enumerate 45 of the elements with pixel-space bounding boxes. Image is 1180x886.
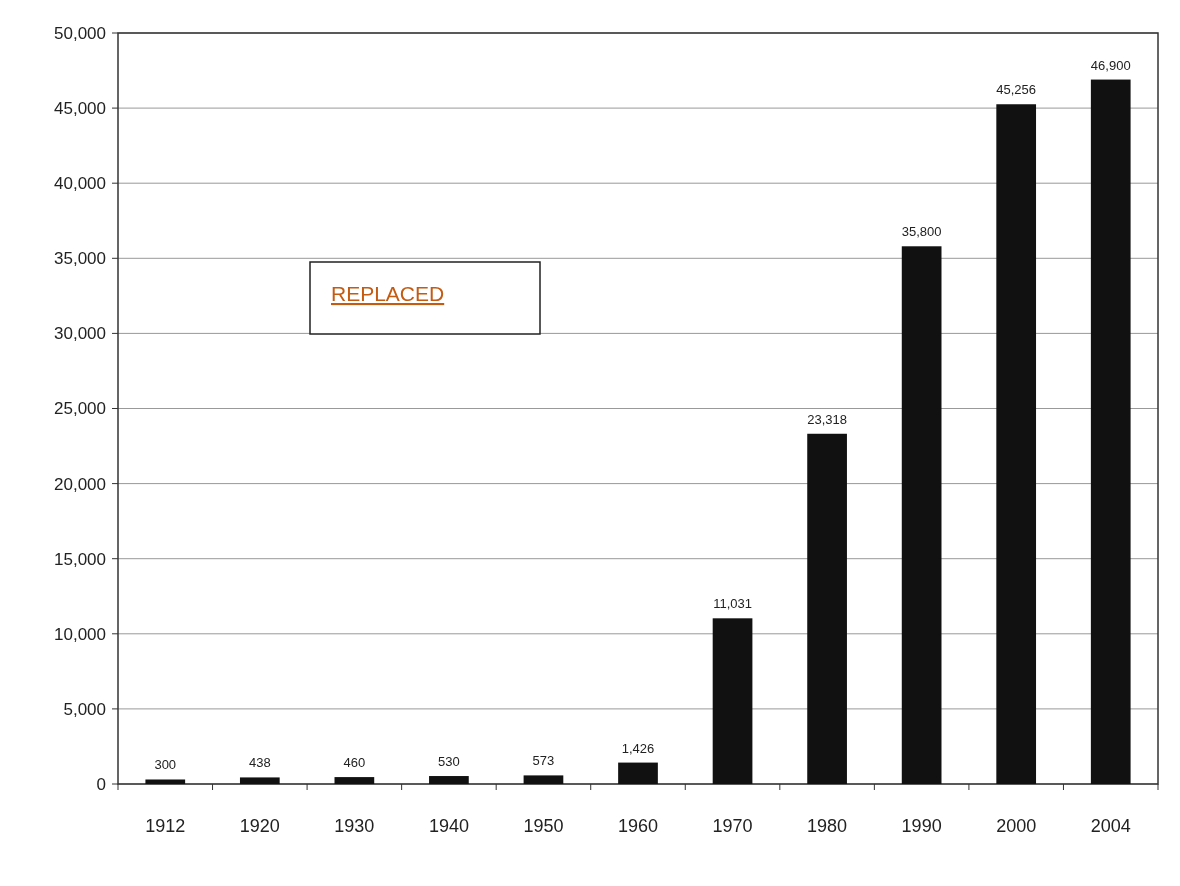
data-label: 300 [154,757,177,773]
x-tick-label: 1960 [617,816,659,836]
bar [239,777,280,784]
y-tick-label: 30,000 [54,324,106,344]
data-label: 530 [438,754,460,770]
data-label: 45,256 [996,82,1037,98]
x-tick-label: 2000 [996,816,1037,836]
y-tick-label: 40,000 [54,174,106,194]
y-tick-label: 5,000 [63,699,106,719]
x-tick-label: 1970 [712,816,753,836]
x-tick-label: 1940 [428,816,469,836]
y-tick-label: 50,000 [54,23,106,43]
y-tick-label: 20,000 [54,474,106,494]
data-label: 11,031 [713,596,752,612]
bar [712,618,753,784]
bar [996,104,1037,784]
y-tick-label: 0 [96,774,106,794]
data-label: 35,800 [901,224,942,240]
x-tick-label: 1950 [523,816,564,836]
annotation: REPLACED [331,282,445,305]
y-tick-label: 25,000 [54,399,106,419]
x-tick-label: 1930 [334,816,375,836]
bar [429,776,469,784]
data-label: 23,318 [807,411,847,427]
x-tick-label: 1912 [145,816,186,836]
bar [523,775,564,784]
data-label: 438 [248,755,271,771]
data-label: 460 [343,755,366,771]
x-tick-label: 1990 [901,816,942,836]
x-tick-label: 1980 [807,816,848,836]
data-label: 46,900 [1090,57,1131,73]
bar [618,762,658,784]
bar [145,779,186,784]
y-tick-label: 15,000 [54,549,106,569]
y-tick-label: 35,000 [54,249,106,269]
x-tick-label: 1920 [239,816,280,836]
bar [334,777,375,784]
data-label: 573 [532,753,555,769]
bar [901,246,942,784]
y-tick-label: 45,000 [54,99,106,119]
y-tick-label: 10,000 [54,624,106,644]
x-tick-label: 2004 [1090,816,1131,836]
bar [807,433,847,784]
data-label: 1,426 [621,740,655,756]
bar [1090,79,1131,784]
